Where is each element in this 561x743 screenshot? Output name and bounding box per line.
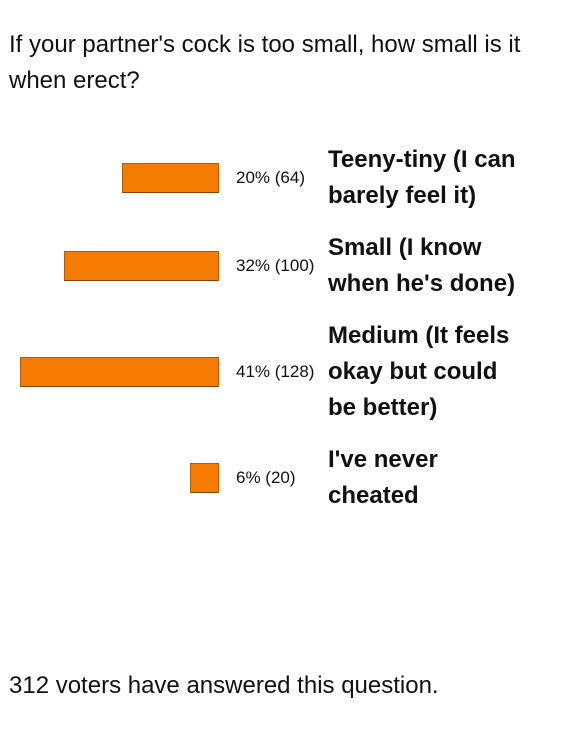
answer-label: Teeny-tiny (I can barely feel it) — [328, 146, 516, 209]
bar-area — [0, 250, 219, 282]
result-row: 41% (128) Medium (It feels okay but could… — [0, 318, 561, 426]
answer-label: I've never cheated — [328, 446, 438, 509]
poll-results: 20% (64) Teeny-tiny (I can barely feel it… — [0, 142, 561, 514]
answer-label: Medium (It feels okay but could be bette… — [328, 322, 510, 421]
value-label: 32% (100) — [236, 256, 315, 275]
answer-label: Small (I know when he's done) — [328, 234, 516, 297]
question-title: If your partner's cock is too small, how… — [9, 31, 521, 94]
bar — [122, 163, 219, 193]
value-label: 41% (128) — [236, 362, 315, 381]
result-row: 6% (20) I've never cheated — [0, 442, 561, 514]
bar-area — [0, 356, 219, 388]
bar-area — [0, 462, 219, 494]
value-label: 20% (64) — [236, 168, 305, 187]
result-row: 20% (64) Teeny-tiny (I can barely feel it… — [0, 142, 561, 214]
bar — [189, 463, 219, 493]
value-label: 6% (20) — [236, 468, 296, 487]
voter-count: 312 voters have answered this question. — [9, 672, 439, 699]
bar-area — [0, 162, 219, 194]
bar — [63, 251, 219, 281]
bar — [20, 357, 219, 387]
result-row: 32% (100) Small (I know when he's done) — [0, 230, 561, 302]
